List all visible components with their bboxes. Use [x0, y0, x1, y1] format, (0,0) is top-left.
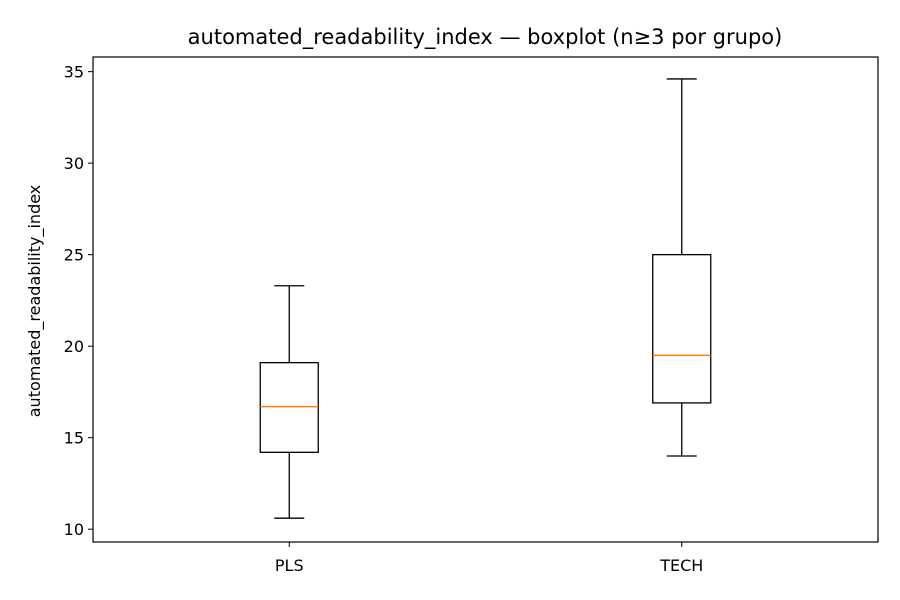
x-tick-label: PLS [275, 556, 304, 575]
plot-area [259, 78, 712, 519]
box-pls [259, 285, 319, 519]
y-tick-label: 30 [64, 154, 84, 173]
x-tick-label: TECH [659, 556, 703, 575]
iqr-box [652, 254, 712, 404]
y-axis-label: automated_readability_index [25, 185, 45, 418]
y-tick-label: 25 [64, 246, 84, 265]
iqr-box [259, 361, 319, 453]
y-tick-label: 10 [64, 520, 84, 539]
y-tick-label: 20 [64, 337, 84, 356]
x-axis: PLS TECH [275, 542, 703, 575]
y-axis: 10 15 20 25 30 35 [64, 63, 93, 539]
y-tick-label: 35 [64, 63, 84, 82]
chart-title: automated_readability_index — boxplot (n… [188, 25, 783, 50]
plot-frame [92, 56, 879, 543]
y-tick-label: 15 [64, 429, 84, 448]
box-tech [652, 78, 712, 457]
